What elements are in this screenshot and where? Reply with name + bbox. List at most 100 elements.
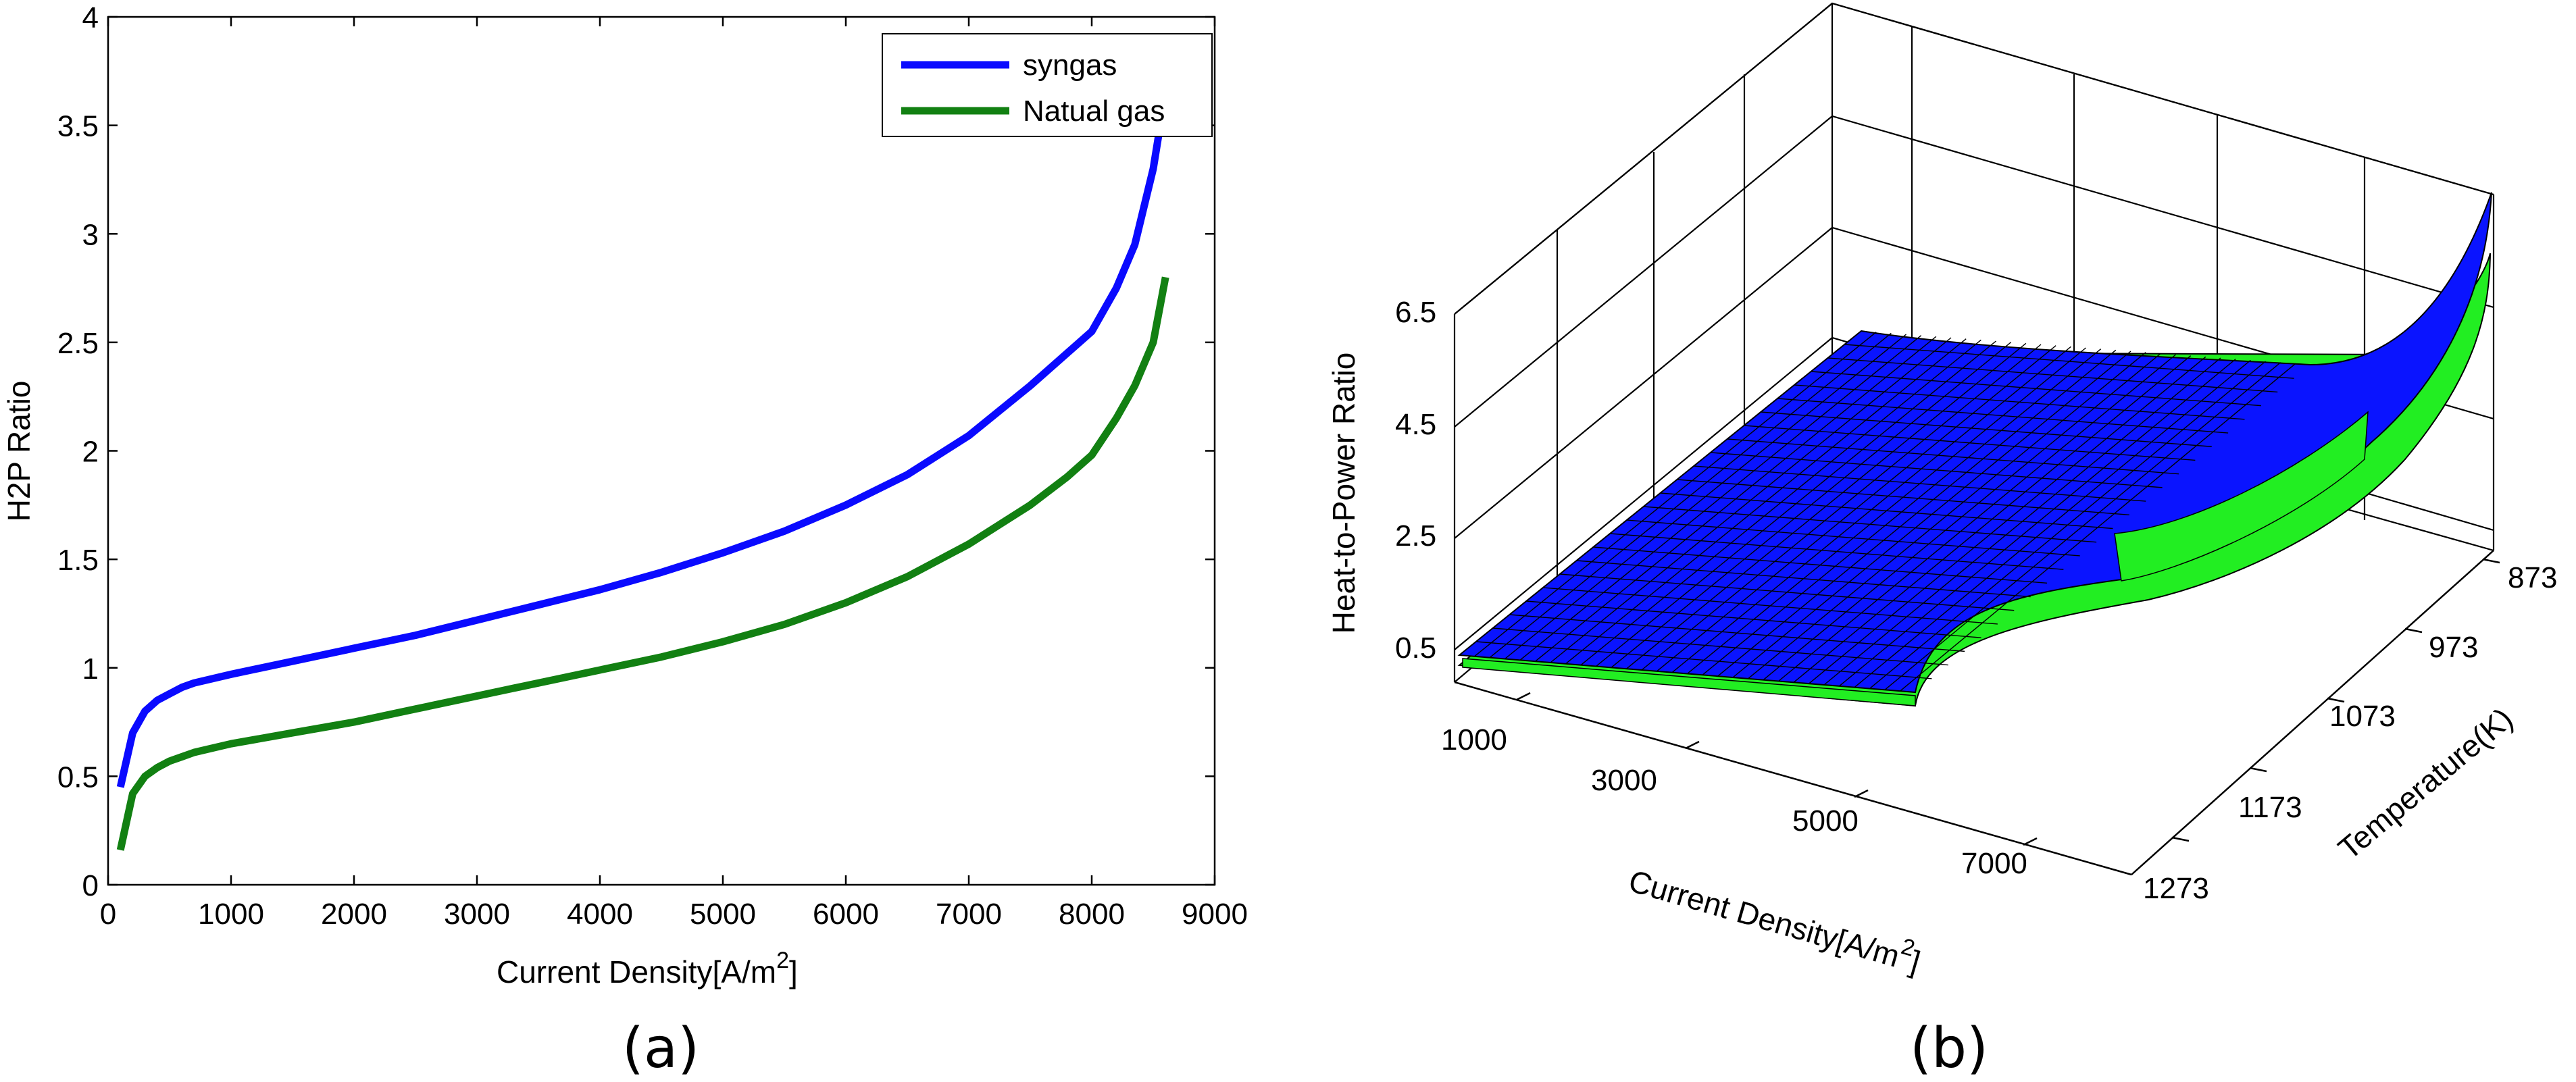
y-tick-label-0.5: 0.5	[57, 761, 99, 794]
surface-natural-gas-step	[2114, 411, 2369, 582]
mesh-line-y-21	[1778, 354, 2176, 682]
x3d-title-main: Current Density[A/m	[1625, 863, 1903, 974]
mesh-line-y-16	[1702, 349, 2102, 675]
mesh-line-y-19	[1748, 352, 2146, 679]
y-tick-label-3: 3	[82, 218, 99, 251]
x-tick-1000	[1516, 692, 1531, 701]
panel-a-label: (a)	[622, 1016, 699, 1081]
mesh-line-y-28	[1884, 362, 2281, 690]
x-tick-label-3000: 3000	[444, 898, 510, 931]
mesh-line-y-11	[1626, 342, 2027, 669]
mesh-line-y-14	[1671, 346, 2071, 673]
mesh-line-y-8	[1580, 339, 1981, 666]
x-title-main: Current Density[A/m	[497, 954, 776, 989]
panel-a-x-tick-labels: 0 1000 2000 3000 4000 5000 6000 7000 8000 9000	[100, 898, 1248, 931]
mesh-line-y-29	[1900, 363, 2296, 692]
panel-a-series-lines	[116, 92, 1169, 851]
mesh-line-y-10	[1611, 342, 2012, 668]
panel-b-x-axis-title: Current Density[A/m2]	[1625, 856, 1926, 979]
y-tick-label-873: 873	[2508, 561, 2557, 594]
panel-b-surface-mesh	[1474, 332, 2296, 692]
y-tick-label-1173: 1173	[2238, 791, 2302, 824]
panel-b-label: (b)	[1910, 1016, 1988, 1081]
z-tick-label-6-5: 6.5	[1395, 296, 1436, 329]
mesh-line-y-24	[1823, 357, 2221, 686]
legend-label-syngas: syngas	[1023, 49, 1117, 82]
panel-a-y-tick-labels: 0 0.5 1 1.5 2 2.5 3 3.5 4	[57, 1, 99, 902]
y-tick-label-2: 2	[82, 436, 99, 469]
z-grid-level-6-5	[1454, 2, 2494, 315]
panel-a-line-chart: 0 1000 2000 3000 4000 5000 6000 7000 8000 9000 00…	[1, 1, 1248, 1081]
panel-b-x-axis	[1454, 681, 2132, 876]
mesh-line-y-23	[1809, 356, 2206, 684]
x-tick-label-6000: 6000	[813, 898, 879, 931]
y-tick-label-1.5: 1.5	[57, 544, 99, 577]
mesh-line-y-26	[1854, 359, 2251, 688]
y-tick-1173	[2249, 767, 2267, 773]
series-line-syngas	[116, 92, 1169, 788]
y-tick-label-973: 973	[2429, 631, 2478, 664]
mesh-line-y-6	[1550, 337, 1952, 663]
y-tick-label-1: 1	[82, 652, 99, 686]
y-tick-label-1273: 1273	[2143, 872, 2209, 905]
x-tick-label-7000: 7000	[1961, 847, 2027, 880]
x-tick-label-2000: 2000	[321, 898, 387, 931]
mesh-line-y-20	[1763, 353, 2161, 681]
x-tick-label-1000: 1000	[198, 898, 264, 931]
y-tick-1073	[2327, 697, 2345, 703]
x-tick-label-1000: 1000	[1441, 723, 1507, 756]
z-tick-label-0-5: 0.5	[1395, 632, 1436, 665]
panel-b-y-axis	[2131, 550, 2494, 875]
mesh-line-y-13	[1657, 345, 2056, 672]
panel-a-y-axis-title: H2P Ratio	[1, 381, 36, 522]
mesh-line-y-18	[1732, 351, 2131, 678]
x-title-superscript: 2	[776, 948, 789, 973]
back-wall-outline	[1454, 2, 2494, 315]
x-tick-label-0: 0	[100, 898, 116, 931]
mesh-line-y-25	[1839, 359, 2236, 687]
z-tick-label-2-5: 2.5	[1395, 519, 1436, 552]
x-tick-label-5000: 5000	[1792, 804, 1859, 838]
mesh-line-y-15	[1687, 347, 2086, 675]
mesh-line-y-17	[1717, 349, 2117, 677]
x-tick-7000	[2023, 837, 2038, 846]
mesh-line-y-4	[1519, 335, 1922, 661]
mesh-line-y-12	[1641, 344, 2042, 671]
panel-b-surfaces	[1457, 192, 2492, 707]
y-tick-label-4: 4	[82, 1, 99, 34]
x-tick-label-3000: 3000	[1591, 764, 1657, 797]
y-tick-label-1073: 1073	[2329, 700, 2396, 733]
x-tick-label-4000: 4000	[567, 898, 633, 931]
panel-a-x-axis-title: Current Density[A/m2]	[497, 948, 798, 989]
x-tick-3000	[1685, 740, 1700, 750]
y-tick-label-2.5: 2.5	[57, 327, 99, 360]
x-tick-label-5000: 5000	[690, 898, 756, 931]
panel-a-plot-area	[107, 16, 1216, 886]
y-tick-873	[2482, 558, 2500, 564]
mesh-line-y-5	[1535, 336, 1937, 662]
y-tick-label-0: 0	[82, 869, 99, 902]
y-tick-1273	[2171, 836, 2190, 842]
mesh-line-y-9	[1596, 340, 1996, 667]
mesh-line-y-22	[1793, 355, 2192, 683]
z-tick-label-4-5: 4.5	[1395, 408, 1436, 441]
mesh-line-y-2	[1489, 332, 1892, 659]
x-title-end: ]	[789, 954, 798, 989]
mesh-line-y-27	[1869, 361, 2266, 690]
x-tick-5000	[1854, 789, 1869, 798]
y-tick-973	[2404, 627, 2423, 634]
x-tick-label-9000: 9000	[1182, 898, 1248, 931]
y-tick-label-3.5: 3.5	[57, 110, 99, 143]
panel-b-z-axis-title: Heat-to-Power Ratio	[1326, 353, 1361, 634]
mesh-line-y-7	[1565, 338, 1967, 665]
surface-natural-gas-front-edge	[1462, 658, 1916, 706]
z-grid-level-4-5	[1454, 115, 2494, 428]
mesh-line-y-3	[1505, 334, 1906, 660]
legend-label-natural-gas: Natual gas	[1023, 95, 1165, 128]
panel-b-surface-chart: 0.5 2.5 4.5 6.5 1000 3000 5000 7000 873 …	[1326, 2, 2557, 1081]
mesh-line-y-1	[1474, 332, 1877, 657]
x-tick-label-8000: 8000	[1059, 898, 1125, 931]
x-tick-label-7000: 7000	[936, 898, 1002, 931]
panel-a-ticks	[107, 16, 1216, 886]
